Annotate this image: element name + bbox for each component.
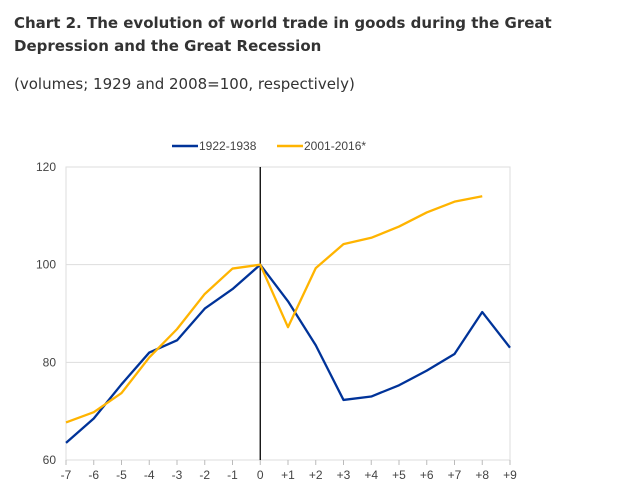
x-tick-label: -5 xyxy=(116,468,127,482)
x-tick-label: +4 xyxy=(364,468,378,482)
y-tick-label: 120 xyxy=(36,160,56,174)
y-tick-label: 60 xyxy=(43,453,57,467)
x-tick-label: +1 xyxy=(281,468,295,482)
x-tick-label: -1 xyxy=(227,468,238,482)
x-tick-label: -3 xyxy=(172,468,183,482)
chart-subtitle: (volumes; 1929 and 2008=100, respectivel… xyxy=(14,75,355,93)
x-tick-label: +8 xyxy=(475,468,489,482)
x-tick-label: +3 xyxy=(337,468,351,482)
x-tick-label: +6 xyxy=(420,468,434,482)
x-tick-label: 0 xyxy=(257,468,264,482)
x-tick-label: -2 xyxy=(199,468,210,482)
x-tick-label: +9 xyxy=(503,468,517,482)
legend-label: 1922-1938 xyxy=(199,139,257,153)
y-tick-label: 100 xyxy=(36,258,56,272)
x-tick-label: +2 xyxy=(309,468,323,482)
x-tick-label: -4 xyxy=(144,468,155,482)
legend-label: 2001-2016* xyxy=(304,139,366,153)
x-tick-label: +7 xyxy=(448,468,462,482)
x-tick-label: +5 xyxy=(392,468,406,482)
series-line-2001-2016* xyxy=(65,195,483,424)
chart-title: Chart 2. The evolution of world trade in… xyxy=(14,14,552,55)
y-tick-label: 80 xyxy=(43,355,57,369)
plot-area xyxy=(65,166,511,461)
x-tick-label: -7 xyxy=(61,468,72,482)
series-line-1922-1938 xyxy=(65,263,511,444)
x-tick-label: -6 xyxy=(88,468,99,482)
